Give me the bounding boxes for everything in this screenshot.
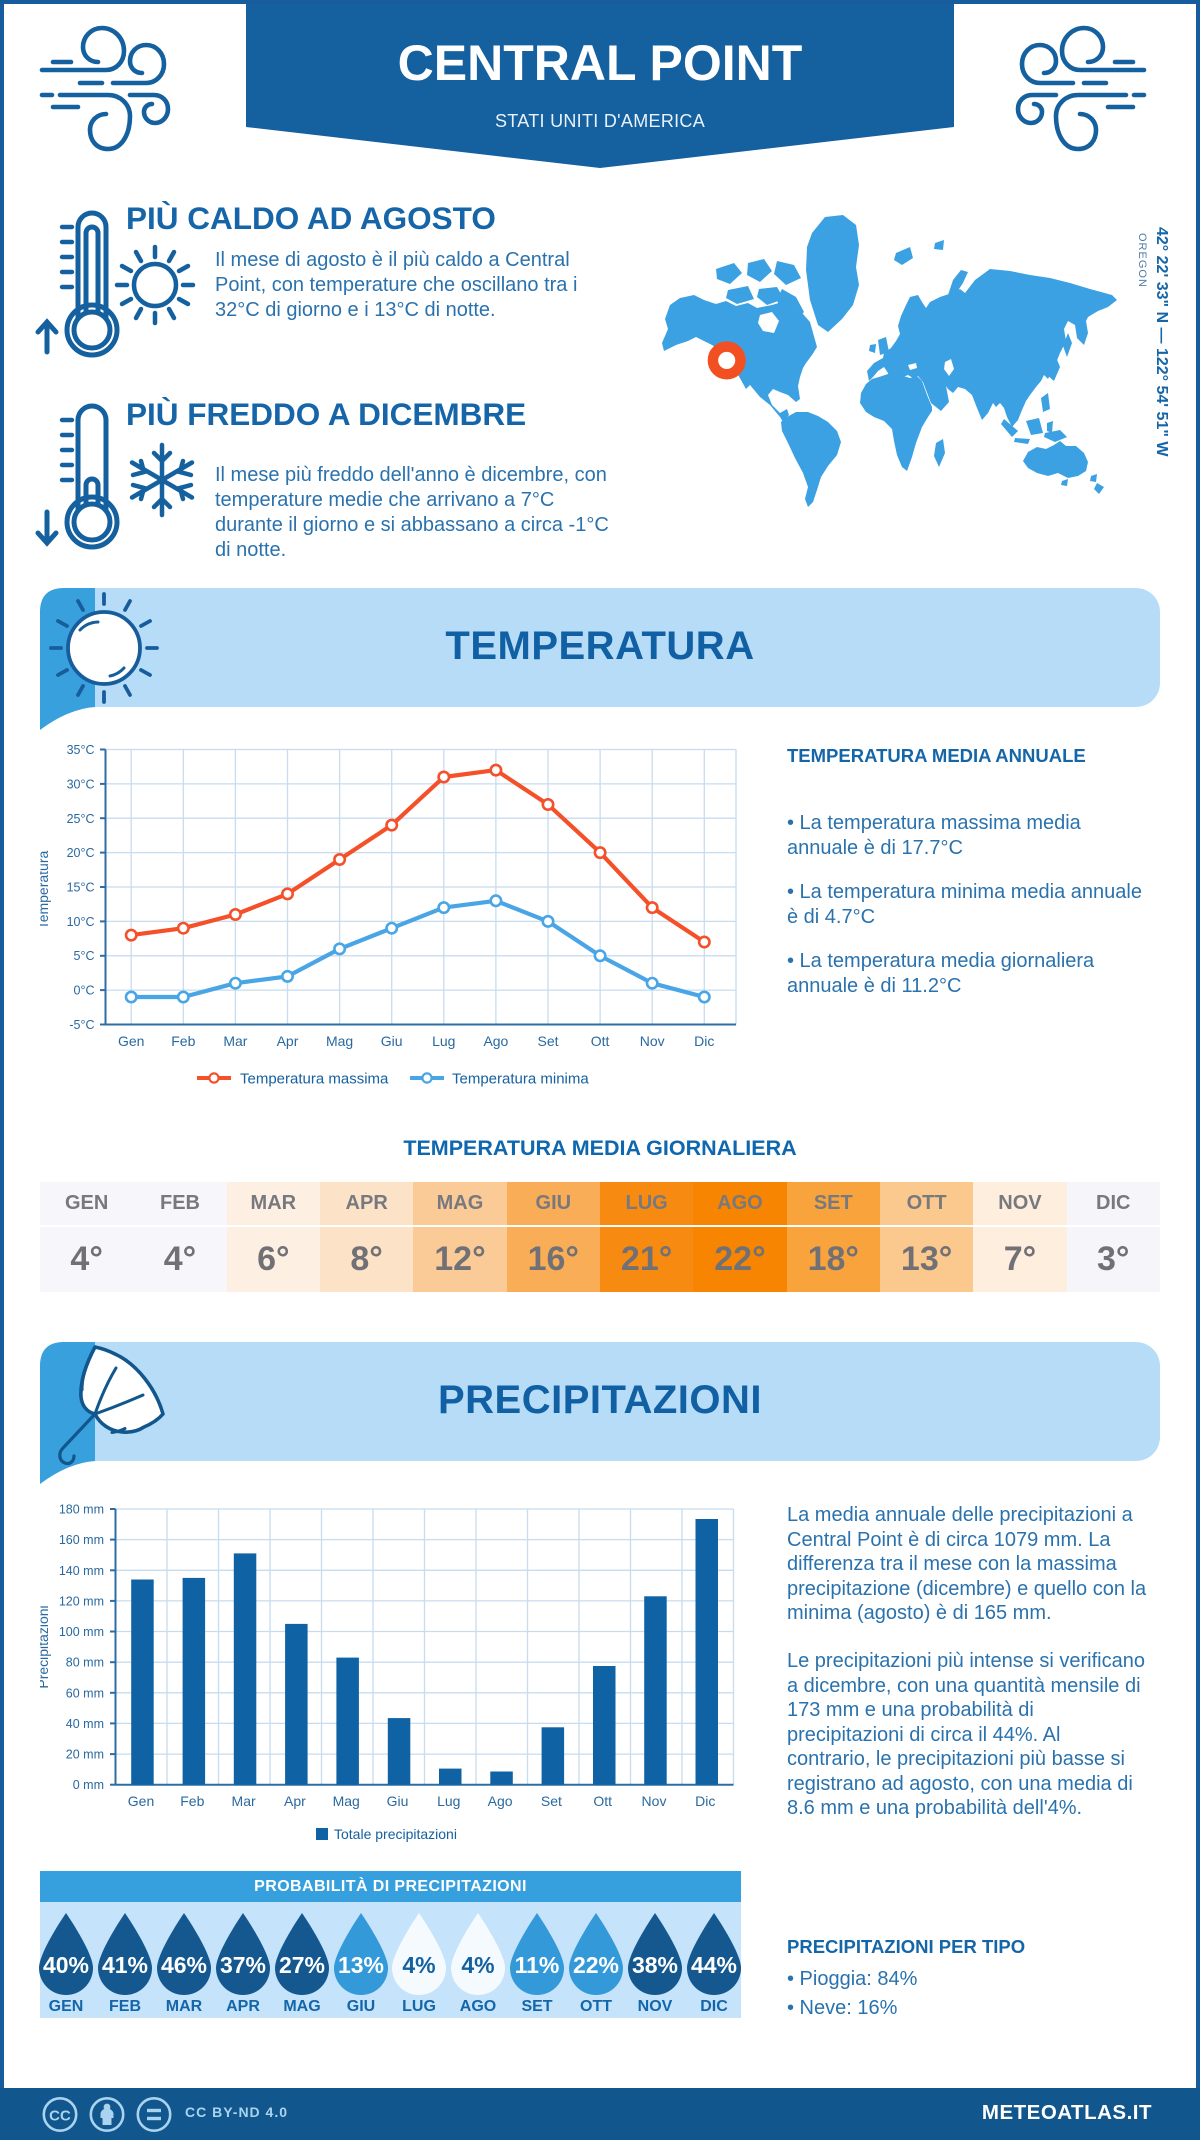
svg-text:35°C: 35°C xyxy=(67,743,95,757)
svg-text:Gen: Gen xyxy=(128,1793,154,1809)
svg-text:37%: 37% xyxy=(220,1952,266,1978)
svg-text:27%: 27% xyxy=(279,1952,325,1978)
svg-text:Nov: Nov xyxy=(640,1033,665,1049)
svg-text:40 mm: 40 mm xyxy=(66,1717,104,1731)
svg-text:160 mm: 160 mm xyxy=(59,1533,104,1547)
svg-text:Temperatura minima: Temperatura minima xyxy=(452,1071,589,1088)
svg-text:20 mm: 20 mm xyxy=(66,1748,104,1762)
svg-text:Dic: Dic xyxy=(694,1033,714,1049)
svg-text:CC: CC xyxy=(49,2108,71,2125)
svg-text:5°C: 5°C xyxy=(74,949,95,963)
svg-text:80 mm: 80 mm xyxy=(66,1656,104,1670)
svg-text:4%: 4% xyxy=(461,1952,494,1978)
svg-text:Nov: Nov xyxy=(642,1793,667,1809)
svg-text:22%: 22% xyxy=(573,1952,619,1978)
svg-text:Mar: Mar xyxy=(223,1033,247,1049)
svg-text:120 mm: 120 mm xyxy=(59,1594,104,1608)
svg-text:25°C: 25°C xyxy=(67,812,95,826)
svg-text:20°C: 20°C xyxy=(67,846,95,860)
svg-text:13%: 13% xyxy=(338,1952,384,1978)
svg-text:Ott: Ott xyxy=(591,1033,610,1049)
svg-text:Ago: Ago xyxy=(488,1793,513,1809)
svg-text:100 mm: 100 mm xyxy=(59,1625,104,1639)
svg-text:41%: 41% xyxy=(102,1952,148,1978)
svg-text:Dic: Dic xyxy=(695,1793,715,1809)
svg-text:180 mm: 180 mm xyxy=(59,1503,104,1517)
svg-text:Apr: Apr xyxy=(284,1793,306,1809)
svg-text:Set: Set xyxy=(537,1033,558,1049)
svg-text:140 mm: 140 mm xyxy=(59,1564,104,1578)
svg-text:Lug: Lug xyxy=(432,1033,455,1049)
svg-text:30°C: 30°C xyxy=(67,777,95,791)
svg-text:Temperatura massima: Temperatura massima xyxy=(240,1071,389,1088)
svg-text:Set: Set xyxy=(541,1793,562,1809)
svg-text:Mar: Mar xyxy=(232,1793,256,1809)
svg-text:Ott: Ott xyxy=(593,1793,612,1809)
svg-text:Feb: Feb xyxy=(171,1033,195,1049)
svg-text:0 mm: 0 mm xyxy=(73,1778,104,1792)
svg-text:Mag: Mag xyxy=(333,1793,360,1809)
svg-text:Temperatura: Temperatura xyxy=(40,850,51,929)
svg-text:Totale precipitazioni: Totale precipitazioni xyxy=(334,1826,457,1842)
svg-text:Gen: Gen xyxy=(118,1033,144,1049)
svg-text:38%: 38% xyxy=(632,1952,678,1978)
svg-text:11%: 11% xyxy=(515,1952,560,1978)
svg-text:0°C: 0°C xyxy=(74,984,95,998)
svg-text:Mag: Mag xyxy=(326,1033,353,1049)
svg-text:Precipitazioni: Precipitazioni xyxy=(40,1605,51,1688)
svg-text:44%: 44% xyxy=(691,1952,737,1978)
svg-text:Feb: Feb xyxy=(180,1793,204,1809)
svg-text:4%: 4% xyxy=(402,1952,435,1978)
svg-text:10°C: 10°C xyxy=(67,915,95,929)
svg-text:Ago: Ago xyxy=(483,1033,508,1049)
svg-text:40%: 40% xyxy=(43,1952,89,1978)
svg-text:15°C: 15°C xyxy=(67,881,95,895)
svg-text:46%: 46% xyxy=(161,1952,207,1978)
svg-text:60 mm: 60 mm xyxy=(66,1686,104,1700)
svg-text:Lug: Lug xyxy=(437,1793,460,1809)
svg-text:Giu: Giu xyxy=(381,1033,403,1049)
svg-text:Apr: Apr xyxy=(277,1033,299,1049)
svg-text:Giu: Giu xyxy=(387,1793,409,1809)
svg-text:-5°C: -5°C xyxy=(69,1018,94,1032)
